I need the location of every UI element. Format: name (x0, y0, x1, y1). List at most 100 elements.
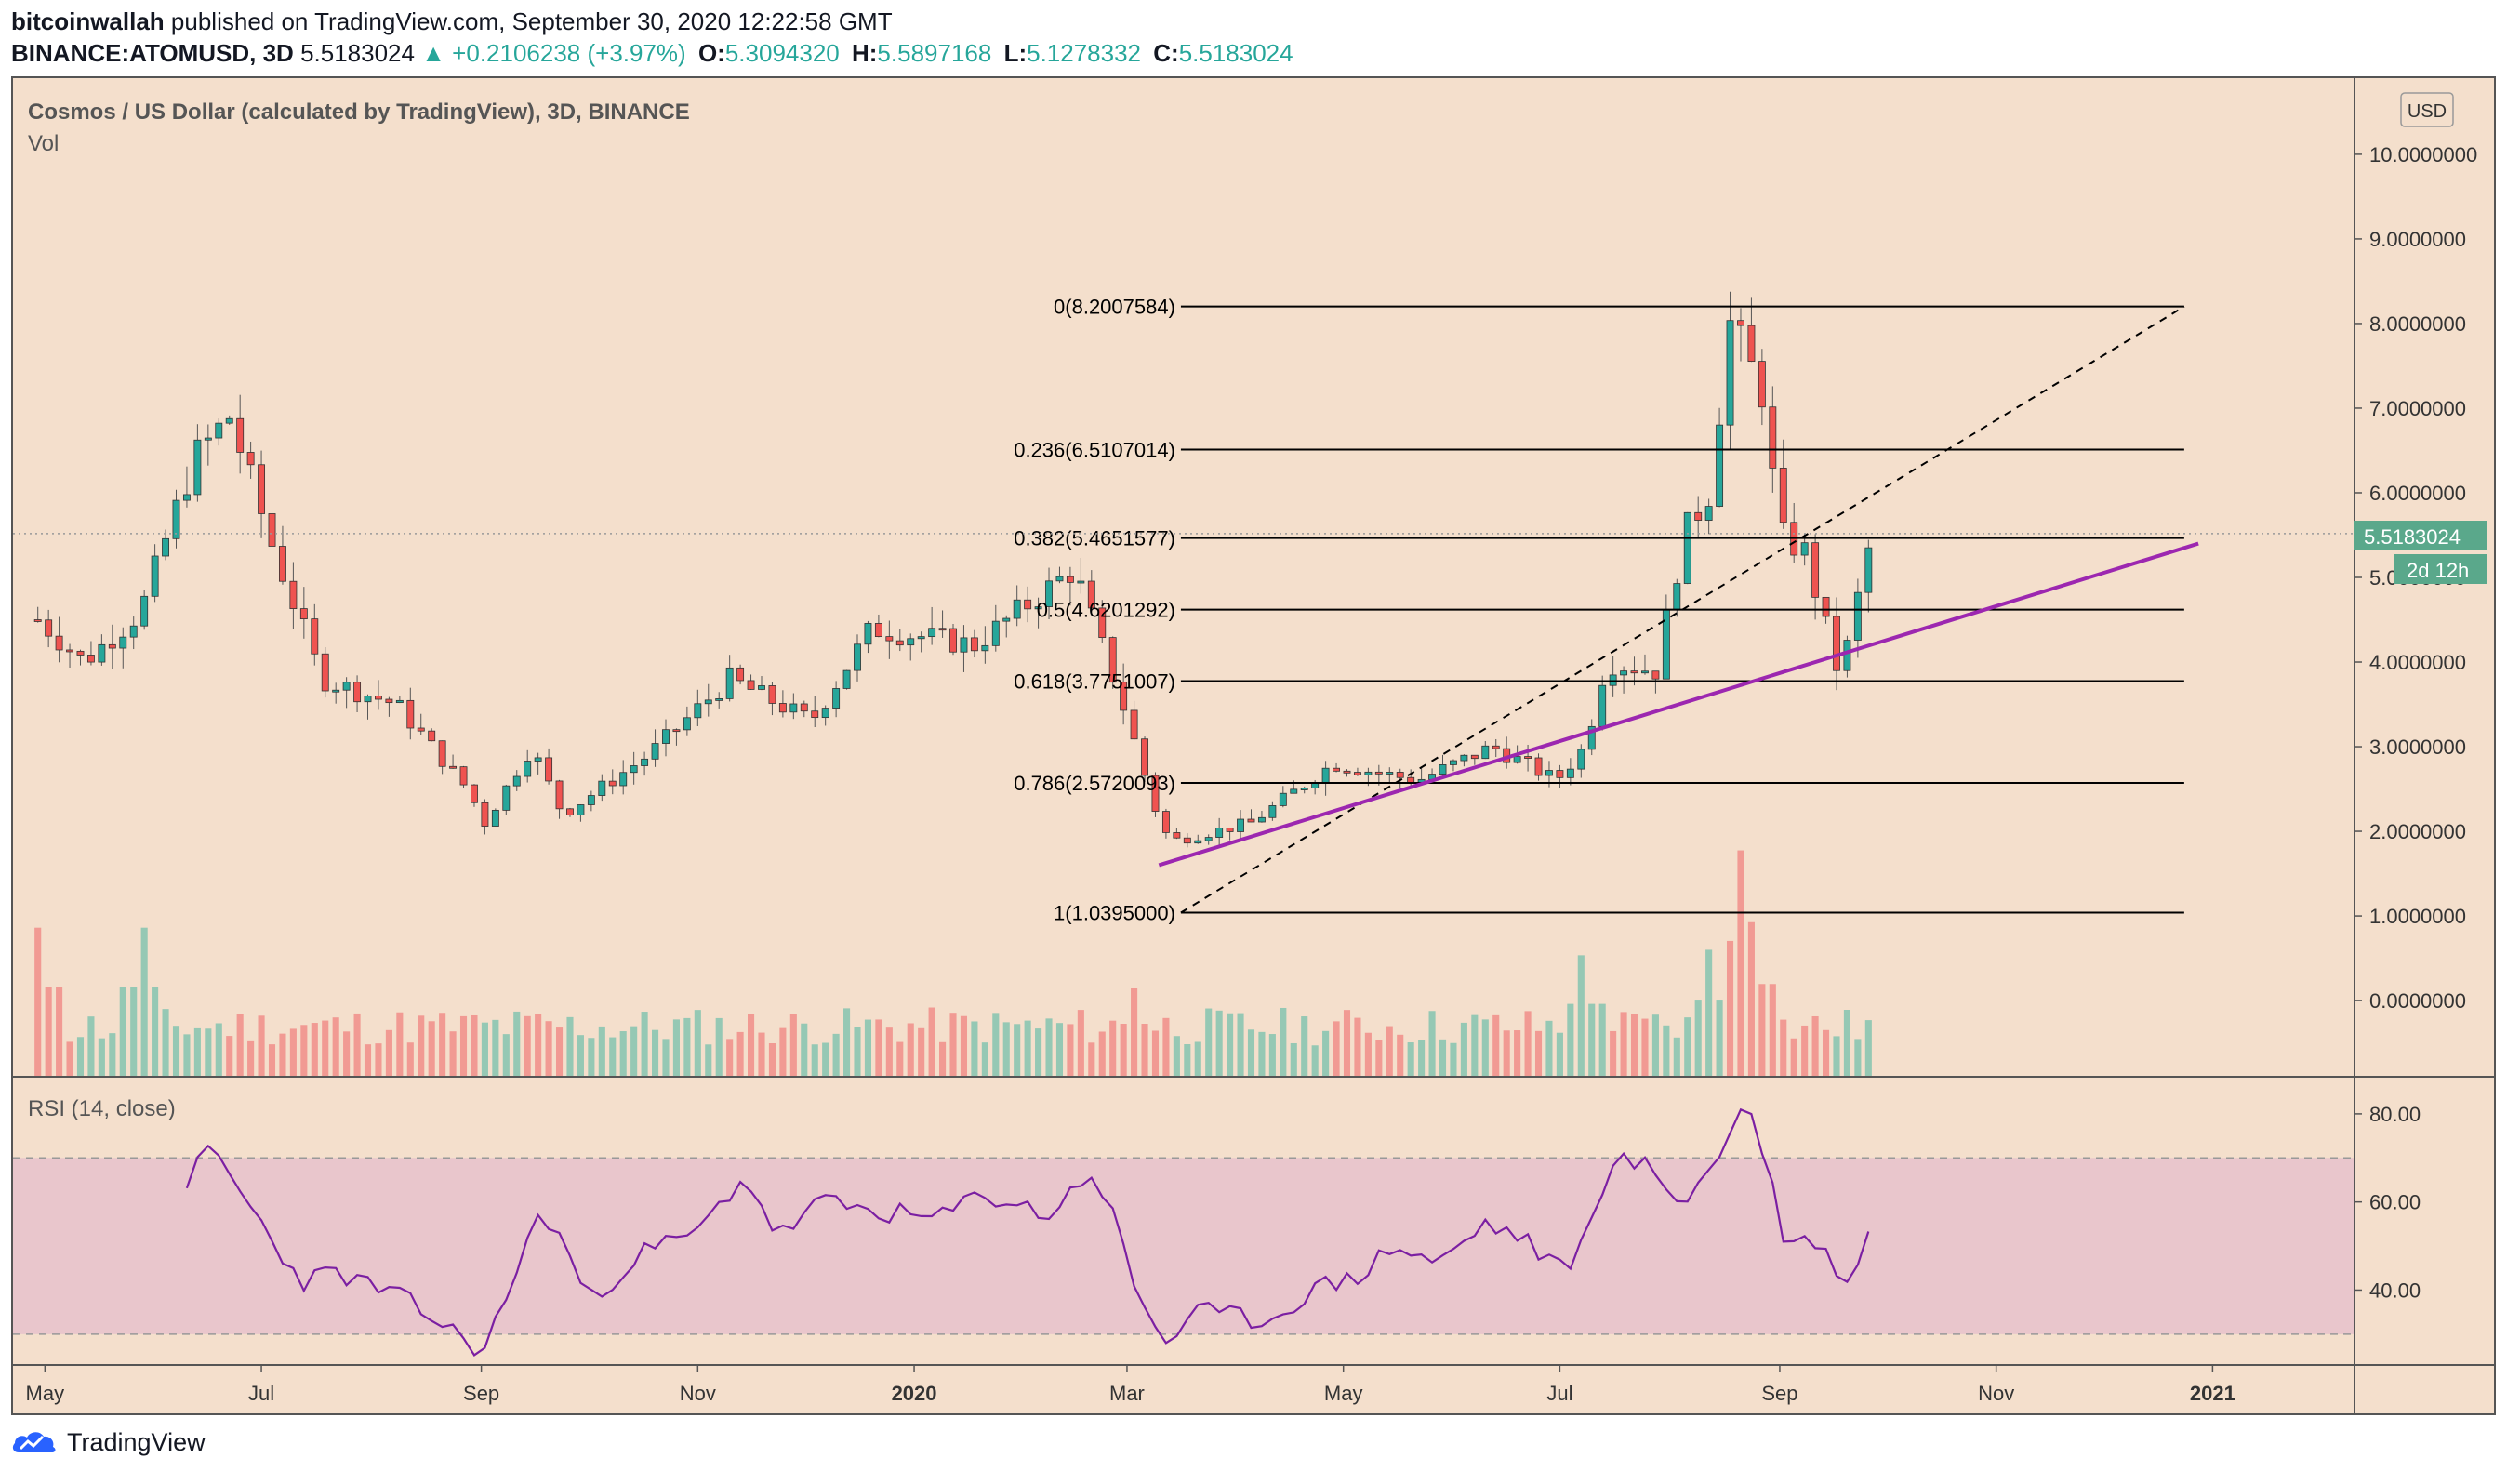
candle-body (1481, 745, 1490, 760)
candle-body (1556, 770, 1564, 778)
candle (1045, 567, 1053, 620)
candle-body (45, 619, 53, 637)
volume-bar (1790, 1038, 1797, 1077)
currency-badge-box[interactable] (2400, 92, 2454, 127)
volume-bar (949, 1013, 957, 1077)
candle-body (162, 537, 169, 557)
candle-body (1598, 684, 1607, 727)
volume-bar (1577, 955, 1585, 1077)
candle-body (672, 729, 681, 733)
fib-level-label: 0.382(5.4651577) (1014, 527, 1175, 550)
trendline-segment[interactable] (1158, 541, 2199, 868)
candle (246, 441, 255, 479)
candle (1747, 297, 1756, 363)
candle (1716, 407, 1724, 508)
volume-bar (152, 987, 159, 1077)
candle (619, 760, 628, 795)
fibonacci-retracement[interactable]: 0(8.2007584) 0.236(6.5107014) 0.382(5.4651… (1014, 296, 2185, 925)
volume-bar (1109, 1020, 1117, 1077)
candle-body (1779, 468, 1787, 523)
currency-badge[interactable]: USD (2408, 101, 2447, 122)
candle (1651, 670, 1660, 694)
candle (182, 466, 191, 508)
candle-body (491, 809, 499, 827)
candle-body (353, 682, 362, 703)
candle-body (364, 696, 372, 703)
candle (76, 649, 85, 666)
volume-bar (694, 1010, 701, 1077)
candle-body (662, 729, 670, 744)
candle (1556, 764, 1564, 788)
candle-body (715, 698, 723, 701)
fib-diagonal[interactable] (1180, 305, 2185, 914)
candle (1470, 754, 1479, 765)
candle (1151, 772, 1160, 817)
countdown-badge-text: 2d 12h (2407, 559, 2469, 582)
candle-body (949, 628, 957, 653)
volume-bar (1811, 1015, 1819, 1077)
volume-bar (109, 1033, 116, 1077)
candle (1333, 762, 1340, 773)
volume-bar (907, 1023, 914, 1077)
candle-body (1204, 837, 1213, 841)
candle-body (970, 637, 978, 652)
volume-bar (56, 987, 63, 1077)
candle (172, 489, 180, 549)
price-tick-label: 0.0000000 (2369, 989, 2466, 1013)
trendline[interactable] (1158, 541, 2199, 868)
candle (1141, 736, 1148, 783)
candle-body (1396, 772, 1404, 778)
candle (502, 784, 511, 815)
candle-body (172, 499, 180, 539)
candle-body (311, 618, 319, 655)
candle-body (1683, 511, 1691, 584)
candle-body (1311, 783, 1320, 788)
candle-body (1013, 599, 1021, 619)
fib-level-label: 0.618(3.7751007) (1014, 669, 1175, 693)
author-name[interactable]: bitcoinwallah (11, 7, 165, 35)
candle-body (1513, 756, 1521, 763)
volume-bar (981, 1042, 988, 1077)
volume-bar (1801, 1025, 1809, 1077)
volume-bar (205, 1028, 212, 1077)
high-key: H: (851, 39, 878, 67)
volume-bar (1726, 940, 1734, 1077)
candle-body (1279, 792, 1287, 806)
candle (1811, 534, 1820, 620)
volume-bar (715, 1017, 723, 1077)
candle (98, 634, 106, 666)
candle-body (1833, 616, 1840, 671)
candle-body (938, 628, 947, 631)
volume-bar (418, 1015, 425, 1077)
volume-bar (1141, 1024, 1148, 1077)
volume-bar (375, 1043, 382, 1077)
candle-body (299, 608, 308, 620)
volume-bar (1833, 1036, 1840, 1077)
chart-header: bitcoinwallah published on TradingView.c… (11, 6, 1293, 69)
tradingview-cloud-icon (12, 1432, 56, 1452)
candle (481, 799, 489, 835)
volume-bar (1673, 1037, 1680, 1077)
candle-body (874, 623, 882, 638)
volume-bar (1556, 1032, 1563, 1077)
candle (768, 682, 776, 716)
candle-body (1034, 606, 1042, 610)
close-key: C: (1153, 39, 1179, 67)
candle (162, 529, 169, 561)
candle (1237, 810, 1244, 840)
candle (225, 415, 233, 425)
volume-bar (471, 1014, 478, 1077)
candle-body (778, 703, 787, 713)
volume-bar (566, 1016, 574, 1077)
volume-bar (577, 1035, 584, 1077)
time-tick-label: 2021 (2190, 1382, 2235, 1405)
candle-body (534, 757, 542, 762)
candle (907, 633, 915, 661)
time-tick-label: Sep (1761, 1382, 1797, 1405)
volume-bar (1364, 1032, 1372, 1077)
volume-bar (289, 1028, 297, 1077)
candle (1353, 767, 1361, 776)
tradingview-logo[interactable]: TradingView (11, 1426, 206, 1458)
volume-bar (1014, 1024, 1021, 1077)
